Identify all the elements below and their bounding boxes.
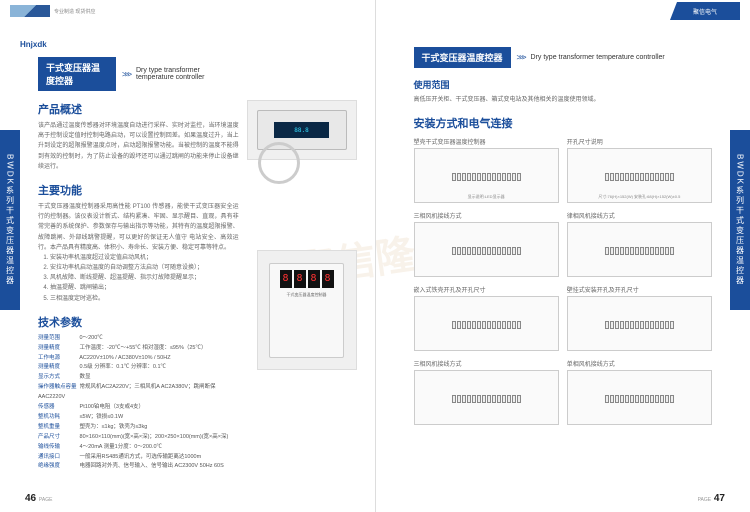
diagram-box [567,296,712,351]
spec-row: 输线传输 4～20mA 测量1分度：0～200.0℃ [38,443,239,453]
spec-row: 产品尺寸 80×160×110(mm)(宽×高×深)；200×250×100(m… [38,433,239,443]
spec-row: 绝缘强度 电器回路对外壳、信号输入、信号输出 AC2300V 50Hz 60S [38,462,239,472]
diagram-label: 嵌入式铁壳开孔及开孔尺寸 [414,285,559,294]
diagram-label: 三相风机接线方式 [414,359,559,368]
spec-row: 操作器触点容量 常规风机AC2A220V；三相风机A AC2A380V；跳闸断保… [38,383,239,403]
device-label: 干式变压器温度控制器 [287,292,327,298]
section-specs-title: 技术参数 [38,314,239,330]
spec-row: 测量精度 0.5级 分辨率：0.1℃ 分辨率：0.1℃ [38,363,239,373]
diagram-label: 三相风机接线方式 [414,211,559,220]
product-image-1: 88.8 [247,100,357,160]
spec-row: 显示方式 数显 [38,373,239,383]
top-banner-left: 专业制造 现货供应 [0,0,375,22]
diagram-cell: 嵌入式铁壳开孔及开孔尺寸 [414,285,559,351]
install-title: 安装方式和电气连接 [414,115,713,131]
arrows-icon-r: >>> [517,53,525,62]
red-led-display: 8 8 8 8 [280,270,334,288]
list-item: 抽温提醒、跳闸输出； [50,283,239,293]
side-tab-right: BWDK系列干式变压器温控器 [730,130,750,310]
diagram-box [414,296,559,351]
page-number-left: 46 PAGE [25,493,52,504]
list-item: 三相温度定时巡检。 [50,294,239,304]
banner-diamond-icon [10,5,50,17]
hero-row-right: 干式变压器温度控器 >>> Dry type transformer tempe… [414,47,713,68]
features-list: 安装功率机温度超过设定值启动风机； 安拉功率机启动温度的自动调整方法启动（可随意… [38,253,239,304]
usage-body: 高低压开关柜、干式变压器、箱式变电站及其他相关的温度使用领域。 [414,95,713,105]
list-item: 安装功率机温度超过设定值启动风机； [50,253,239,263]
overview-body: 该产品通过温度传感器对环境温度自动进行采样、实时对监控，当环境温度高于控制设定值… [38,121,239,172]
arrows-icon: >>> [122,70,130,79]
company-tag: 聚信电气 [670,2,740,20]
page-right: BWDK系列干式变压器温控器 聚信电气 干式变压器温度控器 >>> Dry ty… [376,0,750,512]
diagram-label: 塑壳干式变压器温度控制器 [414,137,559,146]
device-wall-panel: 8 8 8 8 干式变压器温度控制器 [269,263,344,358]
section-overview-title: 产品概述 [38,101,239,117]
diagram-cell: 塑壳干式变压器温度控制器显示说明:LED显示器 [414,137,559,203]
diagram-cell: 壁挂式安装开孔及开孔尺寸 [567,285,712,351]
diagram-cell: 三相风机接线方式 [414,211,559,277]
diagram-box [414,370,559,425]
product-image-2: 8 8 8 8 干式变压器温度控制器 [257,250,357,370]
list-item: 风机故障、断线提醒、超温提醒、指示灯故障提醒显示； [50,273,239,283]
diagram-label: 开孔尺寸说明 [567,137,712,146]
diagram-box [414,222,559,277]
features-body: 干式变压器温度控制器采用高性能 PT100 传感器，能使干式变压器安全运行的控制… [38,202,239,253]
led-screen: 88.8 [274,122,329,138]
spec-row: 整机功耗 ≤5W；铁损≤0.1W [38,413,239,423]
diagram-box: 尺寸:76(H)×152(W) 安装孔:68(H)×152(W)±0.5 [567,148,712,203]
diagram-box [567,222,712,277]
digit: 8 [280,270,292,288]
hero-title-cn-r: 干式变压器温度控器 [414,47,511,68]
spec-row: 测量范围 0～200℃ [38,334,239,344]
cable-coil-icon [258,142,300,184]
digit: 8 [322,270,334,288]
spec-list: 测量范围 0～200℃测量精度 工作温度：-20℃～+55℃ 相对湿度：≤95%… [38,334,239,472]
digit: 8 [308,270,320,288]
slogan: 专业制造 现货供应 [54,8,95,15]
top-banner-right: 聚信电气 [376,0,750,22]
side-tab-left: BWDK系列干式变压器温控器 [0,130,20,310]
diagram-box [567,370,712,425]
diagram-cell: 律相风机接线方式 [567,211,712,277]
spec-row: 工作电源 AC220V±10% / AC380V±10% / 50HZ [38,354,239,364]
spec-row: 测量精度 工作温度：-20℃～+55℃ 相对湿度：≤95%（25℃） [38,344,239,354]
hero-title-en-r: Dry type transformer temperature control… [531,54,665,61]
diagram-label: 律相风机接线方式 [567,211,712,220]
diagram-cell: 三相风机接线方式 [414,359,559,425]
digit: 8 [294,270,306,288]
spec-row: 整机重量 塑壳为：≤1kg；铁壳为≤3kg [38,423,239,433]
hero-title-cn: 干式变压器温度控器 [38,57,116,91]
hero-title-en: Dry type transformer temperature control… [136,67,239,81]
diagram-grid: 塑壳干式变压器温度控制器显示说明:LED显示器开孔尺寸说明尺寸:76(H)×15… [414,137,713,425]
spec-row: 传感器 Pt100铂电阻（3支或4支） [38,403,239,413]
diagram-cell: 开孔尺寸说明尺寸:76(H)×152(W) 安装孔:68(H)×152(W)±0… [567,137,712,203]
diagram-cell: 单相风机接线方式 [567,359,712,425]
diagram-label: 单相风机接线方式 [567,359,712,368]
hero-row: 干式变压器温度控器 >>> Dry type transformer tempe… [38,57,239,91]
page-left: BWDK系列干式变压器温控器 专业制造 现货供应 Hnjxdk 干式变压器温度控… [0,0,376,512]
page-number-right: PAGE 47 [698,493,725,504]
list-item: 安拉功率机启动温度的自动调整方法启动（可随意设换）； [50,263,239,273]
brand-logo: Hnjxdk [20,40,355,49]
diagram-box: 显示说明:LED显示器 [414,148,559,203]
diagram-label: 壁挂式安装开孔及开孔尺寸 [567,285,712,294]
section-features-title: 主要功能 [38,182,239,198]
usage-title: 使用范围 [414,78,713,91]
spec-row: 通讯接口 一般采用RS485通讯方式，可选传输距离达1000m [38,453,239,463]
